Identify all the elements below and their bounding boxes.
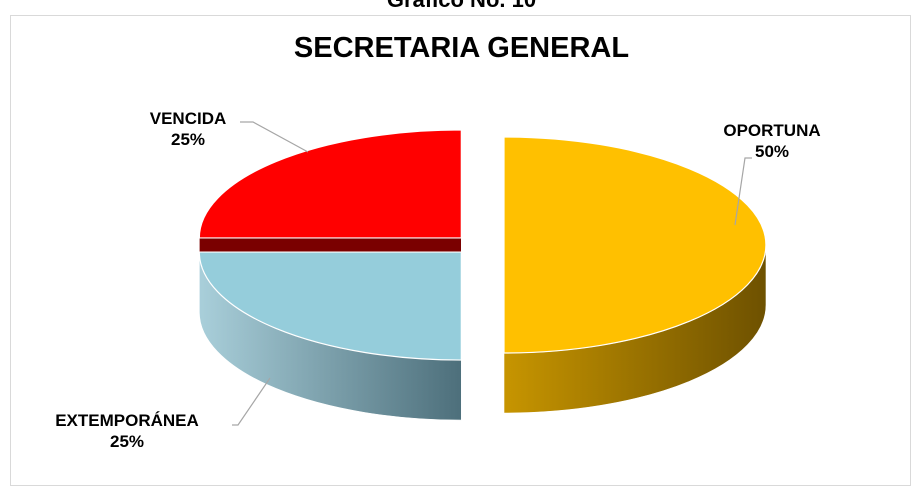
- slice-top-face: [198, 129, 462, 239]
- leader-line-oportuna: [734, 157, 752, 226]
- slice-label-oportuna: OPORTUNA 50%: [707, 120, 837, 162]
- slice-name: VENCIDA: [149, 109, 227, 128]
- pie-slice-extemporanea: [198, 251, 462, 421]
- slice-name: OPORTUNA: [723, 121, 821, 140]
- slice-percent: 50%: [754, 142, 790, 161]
- slice-label-extemporanea: EXTEMPORÁNEA 25%: [22, 410, 232, 452]
- slice-percent: 25%: [109, 432, 145, 451]
- slice-label-vencida: VENCIDA 25%: [123, 108, 253, 150]
- leader-line-extemporanea: [232, 377, 271, 426]
- slice-name: EXTEMPORÁNEA: [55, 411, 199, 430]
- slice-percent: 25%: [170, 130, 206, 149]
- chart-title: SECRETARIA GENERAL: [293, 32, 630, 64]
- pie-slice-oportuna: [503, 136, 767, 414]
- figure-caption: Gráfico No. 10: [0, 0, 923, 13]
- slice-top-face: [503, 136, 767, 354]
- slice-top-face: [198, 251, 462, 361]
- leader-line-vencida: [240, 121, 309, 153]
